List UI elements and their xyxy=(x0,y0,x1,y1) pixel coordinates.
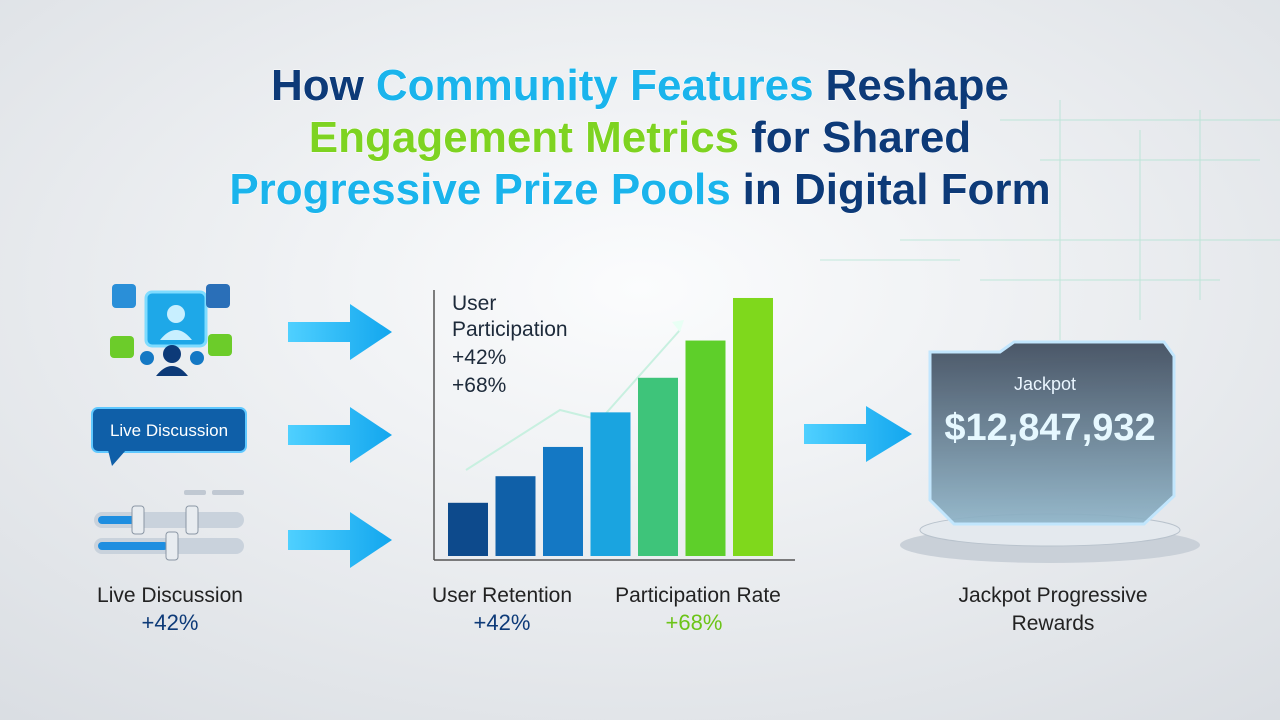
community-change: +42% xyxy=(142,610,199,635)
title-segment: for Shared xyxy=(751,113,971,162)
jackpot-label: Jackpot xyxy=(1014,374,1076,394)
chat-bubble: Live Discussion xyxy=(91,407,247,466)
chart-change: +42% xyxy=(474,610,531,635)
title-segment: Engagement Metrics xyxy=(309,113,739,162)
title-segment: How xyxy=(271,61,365,110)
title-segment: Progressive Prize Pools xyxy=(229,165,730,214)
trend-arrowhead xyxy=(672,320,684,332)
chart-caption: User Retention xyxy=(432,584,572,607)
chart-annotation: User Participation xyxy=(452,292,568,341)
arrows xyxy=(288,304,912,568)
circuit-decoration xyxy=(820,100,1280,340)
title-line: How Community Features Reshape xyxy=(271,61,1009,110)
bar xyxy=(495,476,536,556)
chart-change: +68% xyxy=(666,610,723,635)
jackpot-caption: Rewards xyxy=(1012,612,1095,635)
jackpot-caption: Jackpot Progressive xyxy=(958,584,1147,607)
community-caption: Live Discussion xyxy=(97,584,243,607)
bar-chart: User Participation +42% +68% xyxy=(433,290,795,561)
title-line: Progressive Prize Pools in Digital Form xyxy=(229,165,1050,214)
bar xyxy=(685,340,726,556)
bar xyxy=(590,412,631,556)
jackpot-display: Jackpot $12,847,932 xyxy=(900,340,1200,563)
chart-annotation: +68% xyxy=(452,374,506,397)
bubble-label: Live Discussion xyxy=(110,421,228,440)
bar xyxy=(543,446,583,556)
title-line: Engagement Metrics for Shared xyxy=(309,113,971,162)
title-segment: Community Features xyxy=(376,61,814,110)
sliders-icon xyxy=(94,490,244,561)
bar xyxy=(638,377,678,556)
jackpot-amount: $12,847,932 xyxy=(944,407,1155,449)
bar xyxy=(733,297,773,556)
title-segment: in Digital Form xyxy=(743,165,1051,214)
chart-caption: Participation Rate xyxy=(615,584,781,607)
bar xyxy=(448,502,488,556)
chart-annotation: +42% xyxy=(452,346,506,369)
title-segment: Reshape xyxy=(826,61,1009,110)
community-icon xyxy=(110,284,232,376)
trend-line xyxy=(465,329,681,471)
